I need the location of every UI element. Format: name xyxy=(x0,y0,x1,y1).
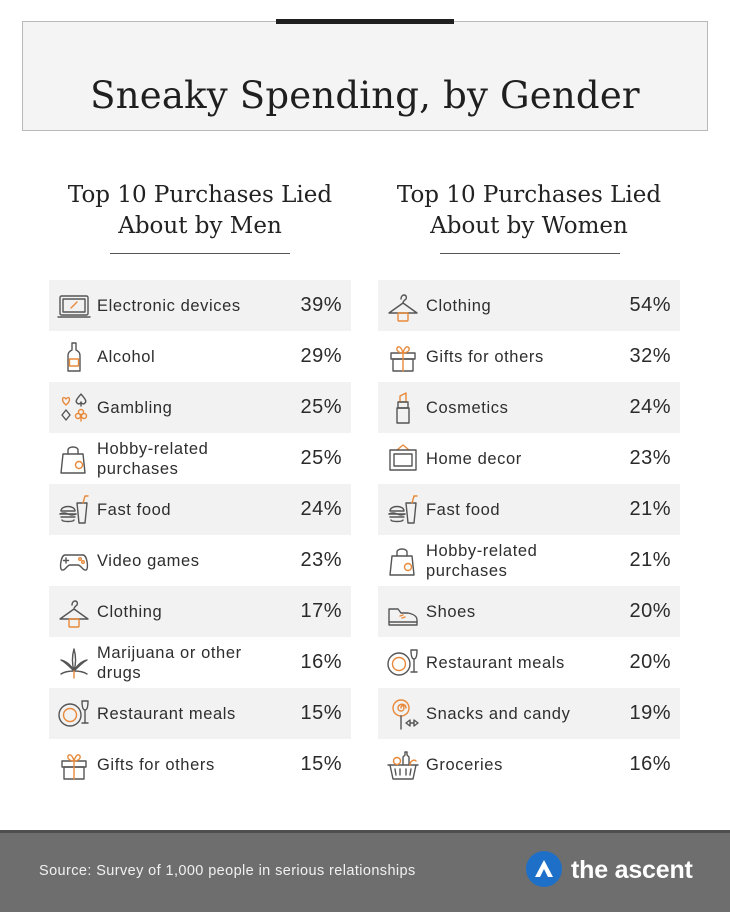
men-list-item: Alcohol 29% xyxy=(49,331,351,382)
women-heading-line1: Top 10 Purchases Lied xyxy=(396,182,662,208)
plate-wine-icon xyxy=(56,696,92,732)
item-label: Electronic devices xyxy=(97,296,241,315)
women-list-item: Hobby-related purchases 21% xyxy=(378,535,680,586)
item-percent: 20% xyxy=(629,651,671,673)
title-box: Sneaky Spending, by Gender xyxy=(22,21,708,131)
men-list-item: Video games 23% xyxy=(49,535,351,586)
item-label: Gambling xyxy=(97,398,173,417)
shopping-bag-icon xyxy=(385,543,421,579)
hanger-icon xyxy=(56,594,92,630)
page-title: Sneaky Spending, by Gender xyxy=(90,74,640,117)
women-list: Clothing 54% Gifts for others 32% Cosmetics 2… xyxy=(378,280,680,790)
item-percent: 39% xyxy=(300,294,342,316)
item-percent: 16% xyxy=(629,753,671,775)
item-label: Alcohol xyxy=(97,347,156,366)
men-list-item: Hobby-related purchases 25% xyxy=(49,433,351,484)
item-label: Gifts for others xyxy=(97,755,215,774)
gift-icon xyxy=(56,747,92,783)
the-ascent-logo-icon xyxy=(526,851,562,887)
brand-name: the ascent xyxy=(571,856,693,884)
item-label: Cosmetics xyxy=(426,398,509,417)
men-list-item: Clothing 17% xyxy=(49,586,351,637)
gift-icon xyxy=(385,339,421,375)
item-label: Restaurant meals xyxy=(97,704,236,723)
women-list-item: Fast food 21% xyxy=(378,484,680,535)
item-label: Hobby-related purchases xyxy=(97,439,209,478)
men-heading-line2: About by Men xyxy=(118,213,282,239)
women-list-item: Snacks and candy 19% xyxy=(378,688,680,739)
footer: Source: Survey of 1,000 people in seriou… xyxy=(0,830,730,912)
item-label: Groceries xyxy=(426,755,503,774)
item-label: Marijuana or other drugs xyxy=(97,643,242,682)
item-label: Snacks and candy xyxy=(426,704,571,723)
item-percent: 25% xyxy=(300,447,342,469)
picture-frame-icon xyxy=(385,441,421,477)
women-list-item: Home decor 23% xyxy=(378,433,680,484)
grocery-basket-icon xyxy=(385,747,421,783)
women-heading-divider xyxy=(440,253,620,254)
item-label: Fast food xyxy=(426,500,501,519)
item-label: Clothing xyxy=(426,296,492,315)
item-percent: 21% xyxy=(629,498,671,520)
men-list-item: Restaurant meals 15% xyxy=(49,688,351,739)
footer-top-edge xyxy=(0,830,730,833)
item-label: Fast food xyxy=(97,500,172,519)
item-percent: 19% xyxy=(629,702,671,724)
men-list: Electronic devices 39% Alcohol 29% Gambling 2… xyxy=(49,280,351,790)
item-percent: 23% xyxy=(629,447,671,469)
men-heading: Top 10 Purchases Lied About by Men xyxy=(55,180,345,242)
cannabis-leaf-icon xyxy=(56,645,92,681)
item-percent: 15% xyxy=(300,702,342,724)
item-label: Video games xyxy=(97,551,200,570)
shoe-icon xyxy=(385,594,421,630)
source-note: Source: Survey of 1,000 people in seriou… xyxy=(39,863,416,879)
women-list-item: Gifts for others 32% xyxy=(378,331,680,382)
hanger-icon xyxy=(385,288,421,324)
lipstick-icon xyxy=(385,390,421,426)
burger-drink-icon xyxy=(385,492,421,528)
women-list-item: Groceries 16% xyxy=(378,739,680,790)
women-list-item: Shoes 20% xyxy=(378,586,680,637)
item-label: Gifts for others xyxy=(426,347,544,366)
men-list-item: Marijuana or other drugs 16% xyxy=(49,637,351,688)
item-percent: 32% xyxy=(629,345,671,367)
item-label: Home decor xyxy=(426,449,522,468)
card-suits-icon xyxy=(56,390,92,426)
item-label: Clothing xyxy=(97,602,163,621)
item-label: Restaurant meals xyxy=(426,653,565,672)
men-list-item: Gifts for others 15% xyxy=(49,739,351,790)
men-list-item: Gambling 25% xyxy=(49,382,351,433)
item-label: Shoes xyxy=(426,602,476,621)
title-accent-bar xyxy=(276,19,454,24)
women-heading-line2: About by Women xyxy=(430,213,628,239)
item-percent: 24% xyxy=(629,396,671,418)
men-heading-line1: Top 10 Purchases Lied xyxy=(67,182,333,208)
item-percent: 29% xyxy=(300,345,342,367)
item-percent: 17% xyxy=(300,600,342,622)
plate-wine-icon xyxy=(385,645,421,681)
men-list-item: Electronic devices 39% xyxy=(49,280,351,331)
women-list-item: Restaurant meals 20% xyxy=(378,637,680,688)
bottle-icon xyxy=(56,339,92,375)
lollipop-icon xyxy=(385,696,421,732)
women-list-item: Clothing 54% xyxy=(378,280,680,331)
item-percent: 20% xyxy=(629,600,671,622)
shopping-bag-icon xyxy=(56,441,92,477)
item-percent: 54% xyxy=(629,294,671,316)
burger-drink-icon xyxy=(56,492,92,528)
men-list-item: Fast food 24% xyxy=(49,484,351,535)
women-heading: Top 10 Purchases Lied About by Women xyxy=(384,180,674,242)
item-percent: 24% xyxy=(300,498,342,520)
game-controller-icon xyxy=(56,543,92,579)
item-percent: 25% xyxy=(300,396,342,418)
item-percent: 15% xyxy=(300,753,342,775)
item-percent: 16% xyxy=(300,651,342,673)
item-percent: 23% xyxy=(300,549,342,571)
item-percent: 21% xyxy=(629,549,671,571)
item-label: Hobby-related purchases xyxy=(426,541,538,580)
women-list-item: Cosmetics 24% xyxy=(378,382,680,433)
men-heading-divider xyxy=(110,253,290,254)
laptop-icon xyxy=(56,288,92,324)
